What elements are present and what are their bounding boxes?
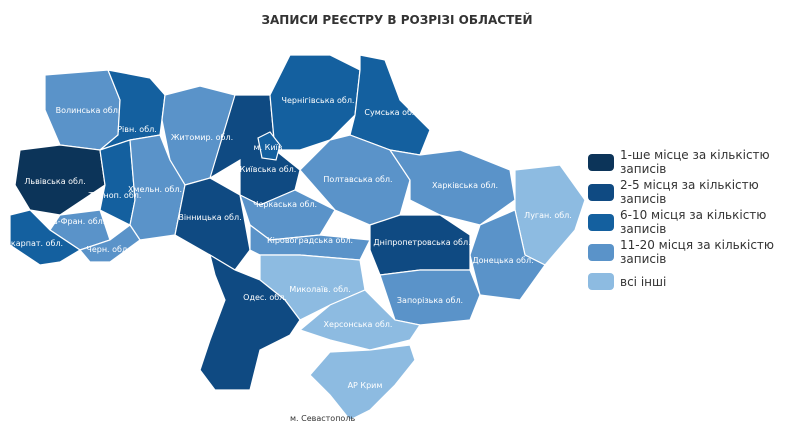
legend-swatch	[588, 273, 614, 290]
region-label: Чернігівська обл.	[282, 96, 355, 105]
region-shape[interactable]	[388, 149, 516, 226]
region-label: Полтавська обл.	[323, 175, 392, 184]
region-label: АР Крим	[348, 381, 383, 390]
legend-item: 11-20 місця за кількістю записів	[588, 238, 788, 266]
region-label: Запорізька обл.	[397, 296, 463, 305]
region-label: Сумська обл.	[364, 108, 419, 117]
region-label: Харківська обл.	[432, 181, 498, 190]
legend-item: всі інші	[588, 268, 788, 295]
region-label: Закарпат. обл.	[1, 239, 63, 248]
region-label: Одес. обл.	[243, 293, 287, 302]
region-label: Миколаїв. обл.	[289, 285, 350, 294]
legend-label: 11-20 місця за кількістю записів	[620, 238, 775, 266]
region-label: Донецька обл.	[472, 256, 533, 265]
region-shape[interactable]	[78, 224, 141, 263]
region-label: Кіровоградська обл.	[267, 236, 353, 245]
region-shape[interactable]	[309, 344, 416, 421]
region-label: Ів-Фран. обл.	[51, 217, 106, 226]
region-shape[interactable]	[257, 131, 281, 161]
region-label: Житомир. обл.	[171, 133, 233, 142]
region-label: Львівська обл.	[24, 177, 85, 186]
region-label: Луган. обл.	[524, 211, 572, 220]
region-shape[interactable]	[349, 54, 431, 156]
legend-label: 1-ше місце за кількістю записів	[620, 148, 770, 176]
region-label: Київська обл.	[240, 165, 297, 174]
legend-label: всі інші	[620, 274, 667, 289]
legend-item: 1-ше місце за кількістю записів	[588, 148, 788, 176]
legend-swatch	[588, 243, 614, 261]
region-shape[interactable]	[14, 144, 106, 216]
legend: 1-ше місце за кількістю записів 2-5 місця…	[588, 148, 788, 297]
legend-label: 6-10 місця за кількістю записів	[620, 208, 767, 236]
sevastopol-label: м. Севастополь	[290, 414, 356, 423]
legend-item: 2-5 місця за кількістю записів	[588, 178, 788, 206]
region-shape[interactable]	[298, 289, 421, 351]
region-label: Черн. обл.	[86, 245, 129, 254]
region-label: Рівн. обл.	[117, 125, 157, 134]
region-shape[interactable]	[469, 209, 546, 301]
region-label: Вінницька обл.	[178, 213, 241, 222]
region-label: Дніпропетровська обл.	[373, 238, 470, 247]
legend-swatch	[588, 153, 614, 171]
legend-item: 6-10 місця за кількістю записів	[588, 208, 788, 236]
region-label: м. Київ	[254, 143, 283, 152]
region-label: Херсонська обл.	[324, 320, 393, 329]
region-shape[interactable]	[9, 209, 82, 266]
legend-swatch	[588, 213, 614, 231]
legend-label: 2-5 місця за кількістю записів	[620, 178, 759, 206]
region-label: Черкаська обл.	[253, 200, 317, 209]
region-shape[interactable]	[174, 177, 251, 271]
map-title: ЗАПИСИ РЕЄСТРУ В РОЗРІЗІ ОБЛАСТЕЙ	[261, 13, 533, 27]
region-shape[interactable]	[199, 253, 301, 391]
region-shape[interactable]	[99, 139, 136, 226]
region-label: Терноп. обл.	[88, 191, 142, 200]
legend-swatch	[588, 183, 614, 201]
region-label: Хмельн. обл.	[128, 185, 182, 194]
region-label: Волинська обл.	[56, 106, 121, 115]
